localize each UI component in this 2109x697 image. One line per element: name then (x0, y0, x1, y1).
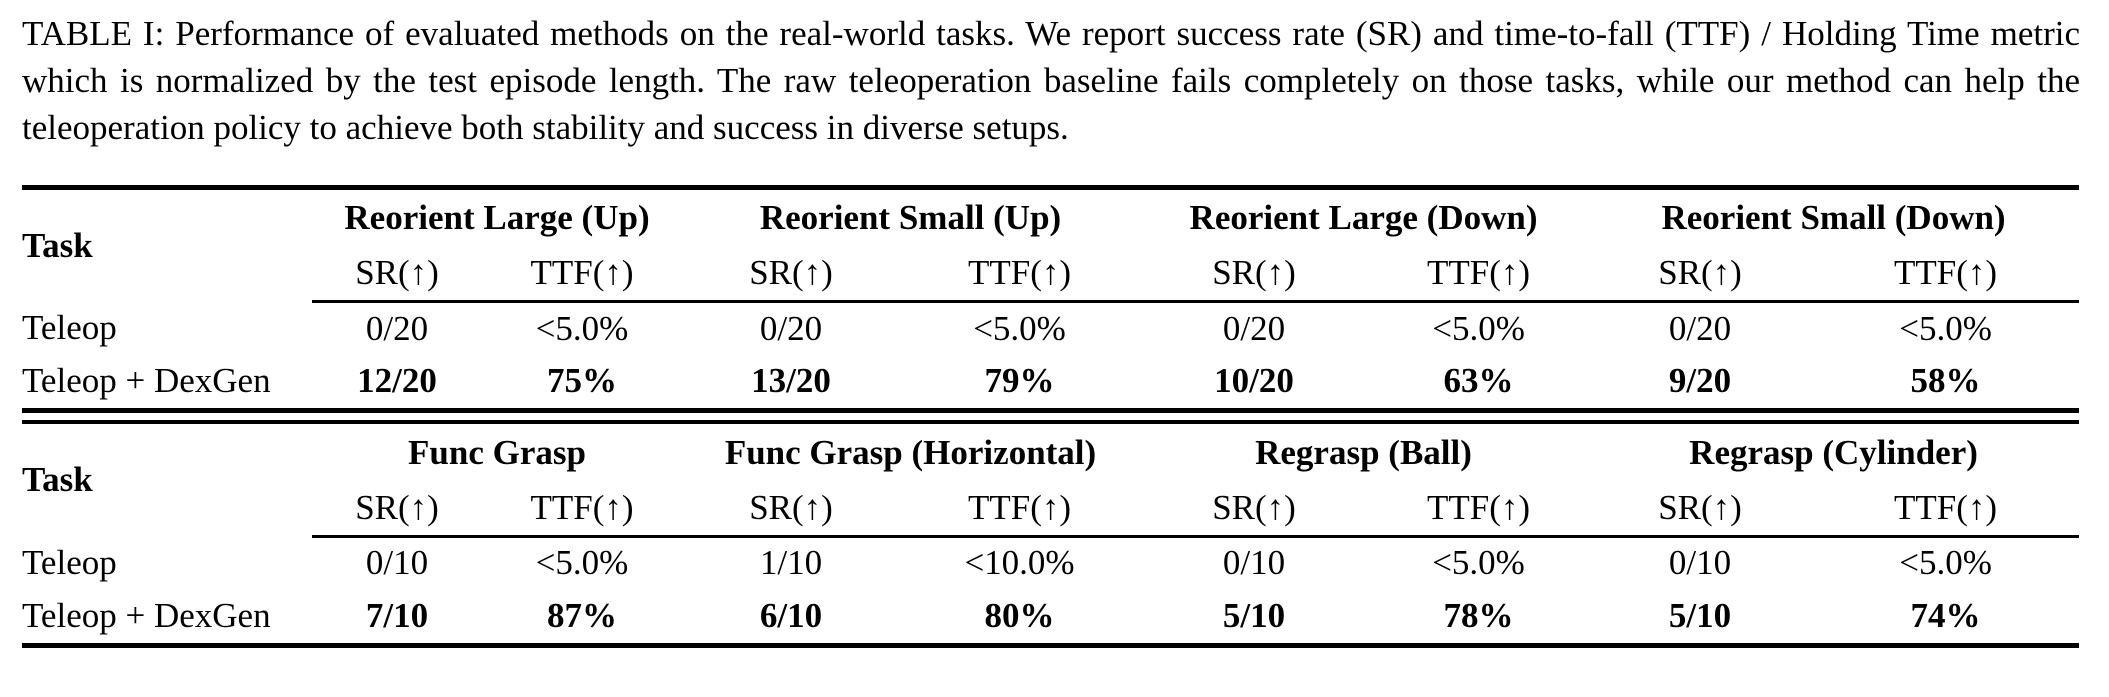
cell-sr: 0/10 (1668, 543, 1732, 583)
cell-ttf: 75% (547, 361, 617, 401)
cell-ttf: 63% (1443, 361, 1514, 401)
subheader-ttf: TTF(↑) (900, 482, 1140, 538)
group-header-func-grasp-horizontal: Func Grasp (Horizontal) (724, 433, 1097, 472)
metric-header-row: SR(↑) TTF(↑) SR(↑) TTF(↑) SR(↑) TTF(↑) S… (22, 245, 2080, 303)
results-table-reorient: Task Reorient Large (Up) Reorient Small … (22, 185, 2080, 413)
subheader-sr: SR(↑) (1588, 482, 1813, 538)
cell-ttf: 79% (984, 361, 1055, 401)
group-header-reorient-large-down: Reorient Large (Down) (1189, 197, 1538, 237)
cell-ttf: <5.0% (535, 308, 629, 348)
metric-header-row: SR(↑) TTF(↑) SR(↑) TTF(↑) SR(↑) TTF(↑) S… (22, 482, 2080, 538)
group-header-regrasp-ball: Regrasp (Ball) (1255, 433, 1472, 472)
cell-ttf: 80% (984, 595, 1055, 635)
subheader-ttf: TTF(↑) (1812, 245, 2080, 303)
group-header-row: Task Reorient Large (Up) Reorient Small … (22, 188, 2079, 265)
table-caption: TABLE I: Performance of evaluated method… (22, 14, 2080, 147)
table-row-teleop: Teleop 0/20 <5.0% 0/20 <5.0% 0/20 <5.0% … (22, 302, 2079, 355)
subheader-sr: SR(↑) (1139, 245, 1370, 303)
row-label: Teleop + DexGen (22, 361, 271, 401)
cell-sr: 0/20 (1222, 308, 1286, 348)
cell-sr: 12/20 (357, 361, 437, 401)
cell-sr: 5/10 (1668, 595, 1732, 635)
table-row-teleop-dexgen: Teleop + DexGen 12/20 75% 13/20 79% 10/2… (22, 355, 2079, 411)
row-label: Teleop (22, 308, 117, 347)
subheader-ttf: TTF(↑) (1369, 245, 1589, 303)
subheader-ttf: TTF(↑) (900, 245, 1140, 303)
cell-sr: 0/10 (1222, 543, 1286, 583)
row-label: Teleop + DexGen (22, 595, 271, 635)
subheader-sr: SR(↑) (1588, 245, 1813, 303)
cell-ttf: <5.0% (1432, 543, 1525, 583)
cell-ttf: <5.0% (535, 543, 629, 583)
cell-sr: 0/10 (365, 543, 429, 583)
subheader-sr: SR(↑) (682, 482, 901, 538)
table-row-teleop: Teleop 0/10 <5.0% 1/10 <10.0% 0/10 <5.0%… (22, 536, 2079, 589)
cell-sr: 9/20 (1668, 361, 1732, 401)
cell-sr: 5/10 (1222, 595, 1286, 635)
subheader-sr: SR(↑) (682, 245, 901, 303)
cell-sr: 6/10 (759, 595, 823, 635)
subheader-sr: SR(↑) (312, 482, 482, 538)
cell-ttf: 74% (1910, 595, 1981, 635)
cell-ttf: <5.0% (1899, 308, 1992, 348)
cell-sr: 13/20 (751, 361, 831, 401)
group-header-reorient-small-down: Reorient Small (Down) (1661, 197, 2006, 237)
col-header-task: Task (22, 225, 93, 265)
cell-ttf: <5.0% (1899, 543, 1992, 583)
col-header-task: Task (22, 460, 93, 499)
group-header-row: Task Func Grasp Func Grasp (Horizontal) … (22, 422, 2079, 499)
cell-ttf: <5.0% (973, 308, 1066, 348)
cell-ttf: <5.0% (1432, 308, 1525, 348)
table-row-teleop-dexgen: Teleop + DexGen 7/10 87% 6/10 80% 5/10 7… (22, 589, 2079, 645)
subheader-ttf: TTF(↑) (482, 245, 683, 303)
cell-sr: 0/20 (1668, 308, 1732, 348)
row-label: Teleop (22, 542, 117, 582)
subheader-sr: SR(↑) (312, 245, 482, 303)
group-header-regrasp-cylinder: Regrasp (Cylinder) (1689, 433, 1978, 472)
subheader-ttf: TTF(↑) (1369, 482, 1589, 538)
cell-sr: 7/10 (365, 595, 429, 635)
subheader-sr: SR(↑) (1139, 482, 1370, 538)
cell-ttf: 78% (1443, 595, 1514, 635)
group-header-func-grasp: Func Grasp (408, 433, 586, 472)
cell-sr: 0/20 (365, 308, 429, 348)
cell-sr: 0/20 (759, 308, 823, 348)
subheader-ttf: TTF(↑) (1812, 482, 2080, 538)
cell-ttf: 87% (547, 595, 617, 635)
cell-sr: 1/10 (759, 543, 823, 583)
group-header-reorient-large-up: Reorient Large (Up) (344, 197, 650, 237)
cell-sr: 10/20 (1214, 361, 1294, 401)
cell-ttf: <10.0% (964, 543, 1075, 583)
subheader-ttf: TTF(↑) (482, 482, 683, 538)
group-header-reorient-small-up: Reorient Small (Up) (759, 197, 1062, 237)
results-table-grasp: Task Func Grasp Func Grasp (Horizontal) … (22, 420, 2080, 648)
cell-ttf: 58% (1910, 361, 1981, 401)
